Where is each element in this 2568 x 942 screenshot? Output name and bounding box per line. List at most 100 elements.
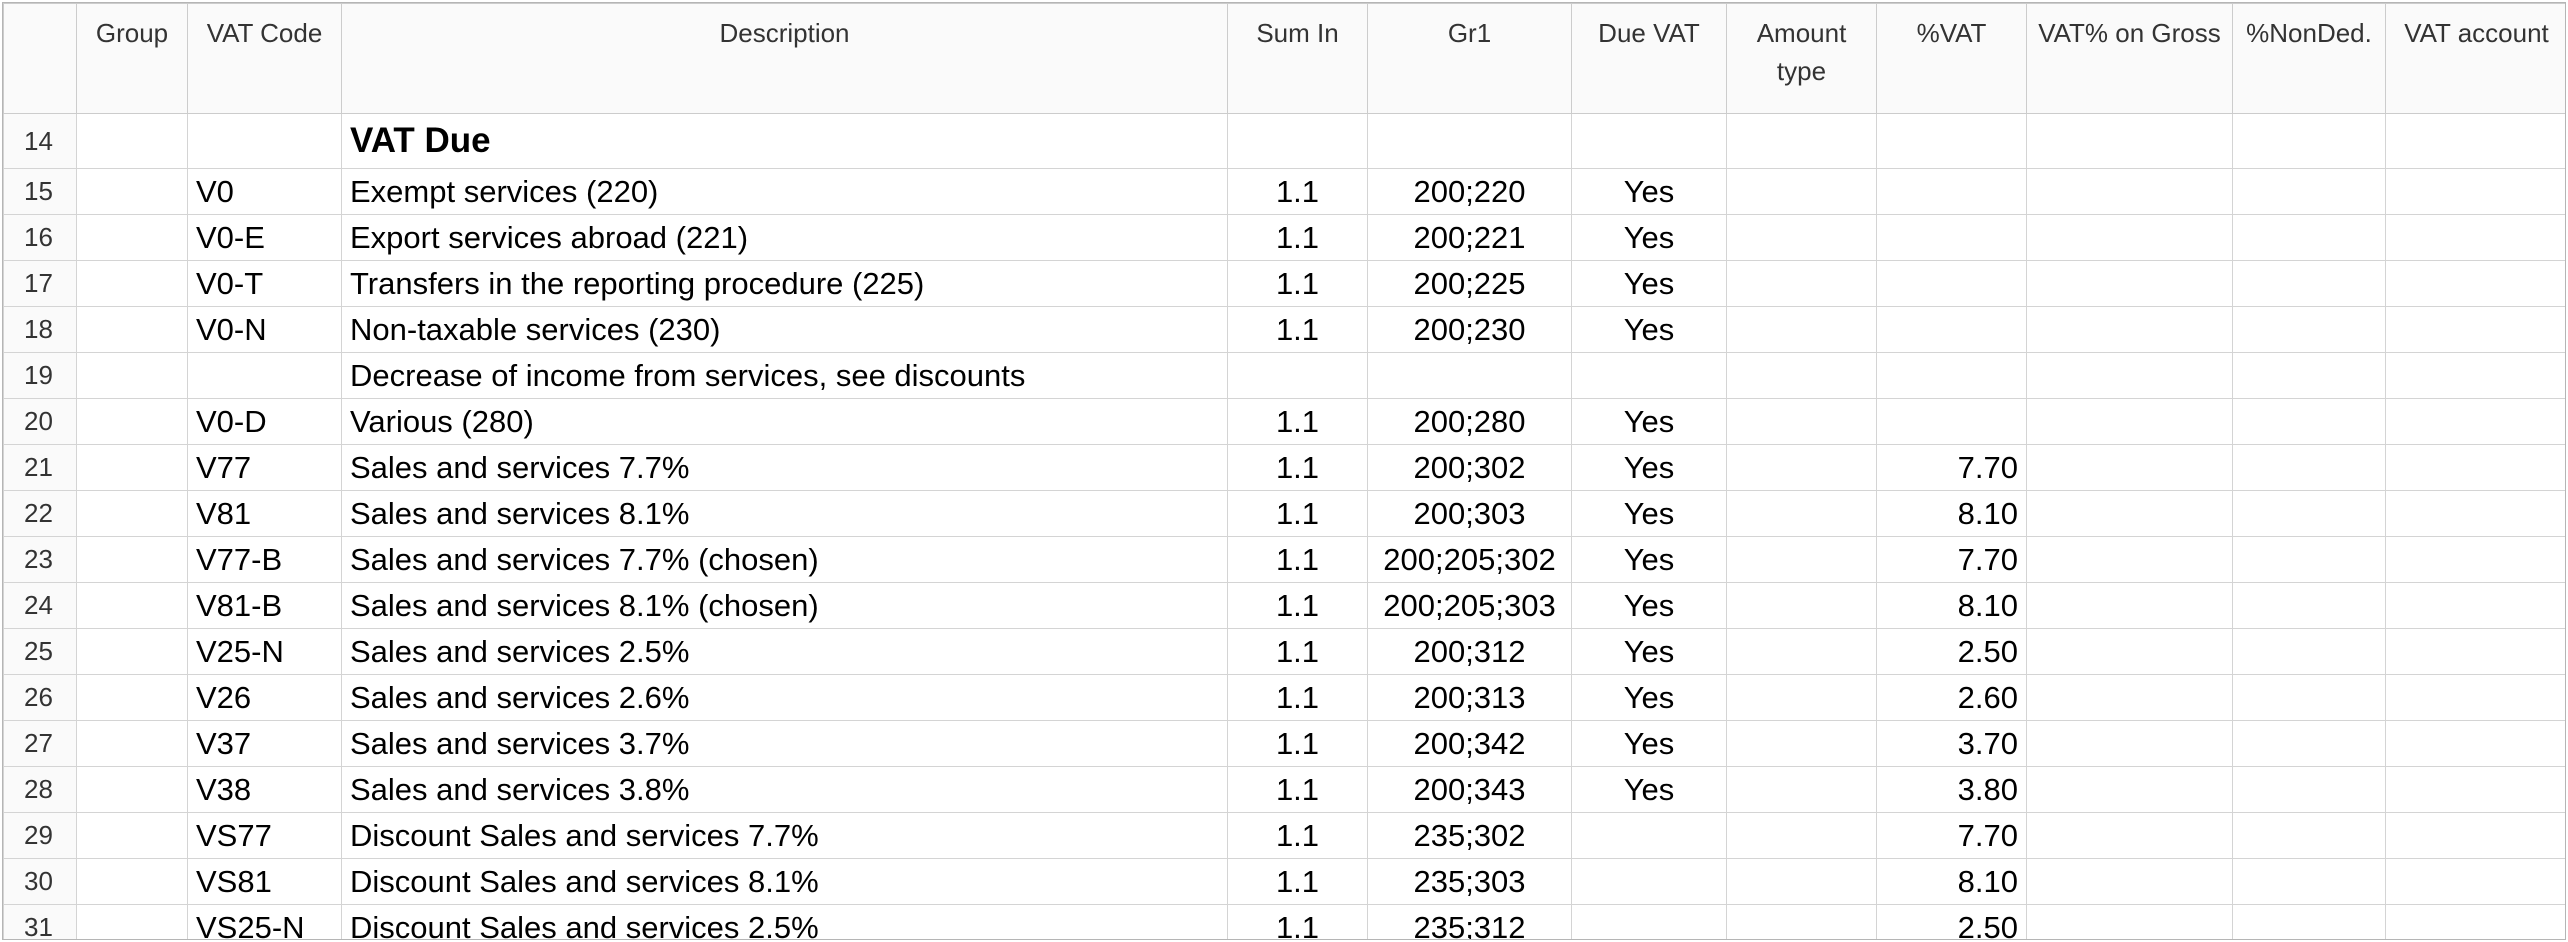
cell-sum-in[interactable]: 1.1 <box>1227 766 1368 813</box>
cell-group[interactable] <box>76 352 188 399</box>
cell-vat-on-gross[interactable] <box>2026 904 2233 939</box>
cell-vat-on-gross[interactable] <box>2026 306 2233 353</box>
cell-description[interactable]: Sales and services 7.7% <box>341 444 1228 491</box>
cell-pct-nonded[interactable] <box>2232 858 2386 905</box>
table-row[interactable]: 30 VS81 Discount Sales and services 8.1% 1.… <box>3 858 2565 905</box>
cell-due-vat[interactable]: Yes <box>1571 766 1727 813</box>
table-row[interactable]: 16 V0-E Export services abroad (221) 1.1 200… <box>3 214 2565 261</box>
cell-vat-code[interactable]: V37 <box>187 720 342 767</box>
cell-vat-account[interactable] <box>2385 720 2565 767</box>
table-row[interactable]: 31 VS25-N Discount Sales and services 2.5%… <box>3 904 2565 939</box>
cell-vat-on-gross[interactable] <box>2026 444 2233 491</box>
cell-gr1[interactable]: 200;221 <box>1367 214 1572 261</box>
cell-amount-type[interactable] <box>1726 398 1877 445</box>
cell-vat-account[interactable] <box>2385 766 2565 813</box>
cell-pct-nonded[interactable] <box>2232 536 2386 583</box>
cell-pct-nonded[interactable] <box>2232 674 2386 721</box>
cell-description[interactable]: Sales and services 2.6% <box>341 674 1228 721</box>
cell-pct-nonded[interactable] <box>2232 582 2386 629</box>
cell-vat-code[interactable]: V77 <box>187 444 342 491</box>
cell-vat-code[interactable]: VS81 <box>187 858 342 905</box>
cell-gr1[interactable]: 200;225 <box>1367 260 1572 307</box>
cell-amount-type[interactable] <box>1726 444 1877 491</box>
cell-sum-in[interactable] <box>1227 113 1368 169</box>
cell-vat-account[interactable] <box>2385 352 2565 399</box>
cell-due-vat[interactable] <box>1571 904 1727 939</box>
cell-gr1[interactable]: 235;312 <box>1367 904 1572 939</box>
cell-vat-on-gross[interactable] <box>2026 352 2233 399</box>
cell-pct-nonded[interactable] <box>2232 766 2386 813</box>
cell-amount-type[interactable] <box>1726 904 1877 939</box>
cell-pct-nonded[interactable] <box>2232 352 2386 399</box>
cell-gr1[interactable]: 200;302 <box>1367 444 1572 491</box>
cell-vat-code[interactable]: V0-E <box>187 214 342 261</box>
cell-pct-vat[interactable] <box>1876 352 2027 399</box>
cell-vat-on-gross[interactable] <box>2026 168 2233 215</box>
cell-amount-type[interactable] <box>1726 674 1877 721</box>
cell-sum-in[interactable] <box>1227 352 1368 399</box>
cell-amount-type[interactable] <box>1726 582 1877 629</box>
cell-vat-account[interactable] <box>2385 490 2565 537</box>
cell-description[interactable]: Discount Sales and services 7.7% <box>341 812 1228 859</box>
cell-pct-nonded[interactable] <box>2232 306 2386 353</box>
cell-gr1[interactable]: 200;342 <box>1367 720 1572 767</box>
cell-group[interactable] <box>76 214 188 261</box>
cell-vat-account[interactable] <box>2385 398 2565 445</box>
cell-due-vat[interactable]: Yes <box>1571 260 1727 307</box>
cell-vat-code[interactable]: VS25-N <box>187 904 342 939</box>
cell-vat-account[interactable] <box>2385 168 2565 215</box>
cell-sum-in[interactable]: 1.1 <box>1227 812 1368 859</box>
cell-amount-type[interactable] <box>1726 113 1877 169</box>
column-header-gr1[interactable]: Gr1 <box>1367 3 1572 114</box>
cell-amount-type[interactable] <box>1726 260 1877 307</box>
cell-due-vat[interactable] <box>1571 858 1727 905</box>
cell-vat-on-gross[interactable] <box>2026 536 2233 583</box>
cell-pct-vat[interactable] <box>1876 214 2027 261</box>
cell-gr1[interactable]: 200;220 <box>1367 168 1572 215</box>
column-header-vat-code[interactable]: VAT Code <box>187 3 342 114</box>
cell-pct-nonded[interactable] <box>2232 444 2386 491</box>
cell-sum-in[interactable]: 1.1 <box>1227 490 1368 537</box>
cell-due-vat[interactable] <box>1571 812 1727 859</box>
table-row[interactable]: 17 V0-T Transfers in the reporting procedu… <box>3 260 2565 307</box>
cell-pct-vat[interactable] <box>1876 168 2027 215</box>
cell-vat-account[interactable] <box>2385 812 2565 859</box>
table-row[interactable]: 20 V0-D Various (280) 1.1 200;280 Yes <box>3 398 2565 445</box>
cell-group[interactable] <box>76 628 188 675</box>
cell-pct-nonded[interactable] <box>2232 113 2386 169</box>
cell-amount-type[interactable] <box>1726 766 1877 813</box>
cell-description[interactable]: Exempt services (220) <box>341 168 1228 215</box>
cell-gr1[interactable]: 235;302 <box>1367 812 1572 859</box>
cell-vat-code[interactable]: V26 <box>187 674 342 721</box>
cell-group[interactable] <box>76 904 188 939</box>
column-header-pct-nonded[interactable]: %NonDed. <box>2232 3 2386 114</box>
cell-pct-vat[interactable]: 3.80 <box>1876 766 2027 813</box>
cell-vat-code[interactable]: V0-N <box>187 306 342 353</box>
cell-group[interactable] <box>76 674 188 721</box>
cell-vat-on-gross[interactable] <box>2026 260 2233 307</box>
cell-description[interactable]: Decrease of income from services, see di… <box>341 352 1228 399</box>
cell-amount-type[interactable] <box>1726 490 1877 537</box>
cell-pct-nonded[interactable] <box>2232 904 2386 939</box>
cell-vat-code[interactable]: V0-D <box>187 398 342 445</box>
cell-pct-vat[interactable]: 8.10 <box>1876 582 2027 629</box>
cell-pct-nonded[interactable] <box>2232 398 2386 445</box>
cell-due-vat[interactable]: Yes <box>1571 582 1727 629</box>
cell-vat-account[interactable] <box>2385 674 2565 721</box>
cell-group[interactable] <box>76 306 188 353</box>
cell-pct-nonded[interactable] <box>2232 628 2386 675</box>
cell-sum-in[interactable]: 1.1 <box>1227 858 1368 905</box>
cell-vat-code[interactable]: V0-T <box>187 260 342 307</box>
cell-pct-vat[interactable]: 3.70 <box>1876 720 2027 767</box>
table-row[interactable]: 23 V77-B Sales and services 7.7% (chosen) 1… <box>3 536 2565 583</box>
cell-vat-on-gross[interactable] <box>2026 720 2233 767</box>
cell-description[interactable]: VAT Due <box>341 113 1228 169</box>
cell-vat-on-gross[interactable] <box>2026 766 2233 813</box>
cell-pct-vat[interactable]: 7.70 <box>1876 444 2027 491</box>
cell-vat-on-gross[interactable] <box>2026 628 2233 675</box>
cell-pct-vat[interactable] <box>1876 306 2027 353</box>
cell-pct-nonded[interactable] <box>2232 168 2386 215</box>
cell-gr1[interactable] <box>1367 113 1572 169</box>
column-header-sum-in[interactable]: Sum In <box>1227 3 1368 114</box>
column-header-due-vat[interactable]: Due VAT <box>1571 3 1727 114</box>
